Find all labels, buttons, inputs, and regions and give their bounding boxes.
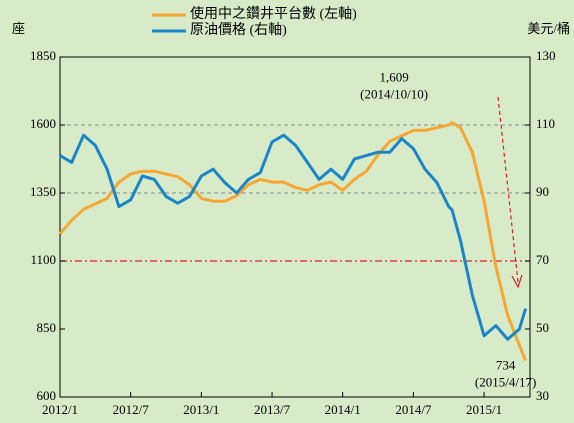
series-line [58,121,527,362]
y2-tick-label: 90 [536,184,549,199]
legend: 使用中之鑽井平台數 (左軸)原油價格 (右軸) [152,5,357,38]
y-tick-label: 1850 [30,48,56,63]
annotation: 1,609 [379,70,408,85]
annotation: (2014/10/10) [360,87,428,102]
y2-unit: 美元/桶 [527,21,570,36]
legend-label: 原油價格 (右軸) [190,21,287,38]
y2-tick-label: 70 [536,252,549,267]
legend-label: 使用中之鑽井平台數 (左軸) [190,5,357,22]
y-tick-label: 1600 [30,116,56,131]
y-tick-label: 850 [37,320,57,335]
plot-frame [59,56,531,398]
y2-tick-label: 30 [536,388,549,403]
annotation: (2015/4/17) [475,375,536,390]
annotation: 734 [496,358,516,373]
y-unit: 座 [12,21,25,36]
x-tick-label: 2013/1 [183,402,219,417]
y-tick-label: 600 [37,388,57,403]
x-tick-label: 2012/1 [42,402,78,417]
series-line [59,133,528,341]
arrow [497,96,523,289]
x-tick-label: 2015/1 [466,402,502,417]
y2-tick-label: 110 [536,116,555,131]
y2-tick-label: 50 [536,320,549,335]
y2-tick-label: 130 [536,48,556,63]
y-tick-label: 1350 [30,184,56,199]
x-tick-label: 2012/7 [113,402,150,417]
x-tick-label: 2014/1 [325,402,361,417]
x-tick-label: 2014/7 [395,402,432,417]
y-tick-label: 1100 [30,252,56,267]
x-tick-label: 2013/7 [254,402,291,417]
